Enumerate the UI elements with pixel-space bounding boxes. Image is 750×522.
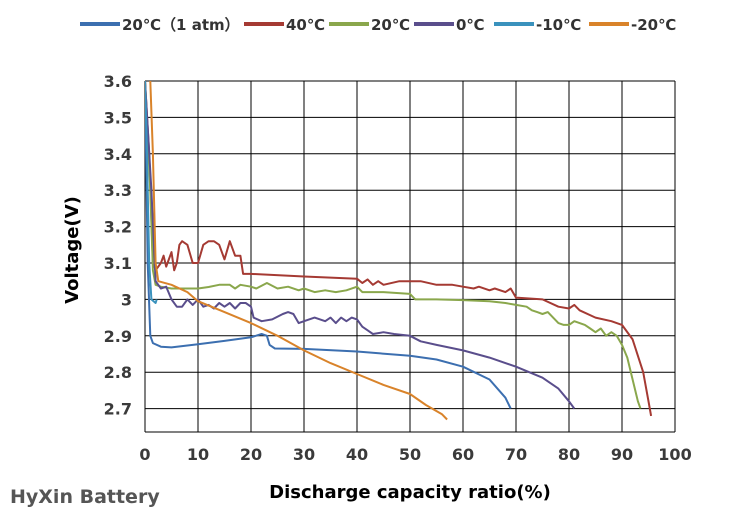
brand-watermark: HyXin Battery [10, 486, 160, 508]
x-axis-ticks: 0 10 20 30 40 50 60 70 80 90 100 [139, 445, 691, 464]
y-tick-label-8: 3.5 [104, 108, 132, 127]
y-axis-ticks: 2.7 2.8 2.9 3 3.1 3.2 3.3 3.4 3.5 3.6 [104, 72, 132, 419]
x-axis-title: Discharge capacity ratio(%) [269, 482, 551, 503]
x-tick-label-1: 10 [187, 445, 209, 464]
x-tick-label-3: 30 [293, 445, 315, 464]
series-line-1 [145, 81, 653, 417]
y-tick-label-2: 2.9 [104, 327, 132, 346]
legend-label-2: 20℃ [371, 16, 410, 34]
series-layer [145, 81, 653, 421]
grid [144, 80, 676, 433]
y-tick-label-7: 3.4 [104, 145, 132, 164]
x-tick-label-9: 90 [611, 445, 633, 464]
legend-label-3: 0℃ [456, 16, 485, 34]
legend-label-0: 20℃（1 atm） [122, 16, 240, 34]
x-tick-label-6: 60 [452, 445, 474, 464]
y-tick-label-6: 3.3 [104, 181, 132, 200]
y-tick-label-9: 3.6 [104, 72, 132, 91]
series-line-0 [145, 81, 512, 410]
y-tick-label-1: 2.8 [104, 363, 132, 382]
y-tick-label-0: 2.7 [104, 400, 132, 419]
series-line-5 [149, 81, 448, 421]
x-tick-label-5: 50 [399, 445, 421, 464]
y-tick-label-4: 3.1 [104, 254, 132, 273]
x-tick-label-8: 80 [558, 445, 580, 464]
legend: 20℃（1 atm） 40℃ 20℃ 0℃ -10℃ -20℃ [80, 16, 676, 34]
y-axis-title: Voltage(V) [62, 196, 83, 304]
x-tick-label-4: 40 [346, 445, 368, 464]
x-tick-label-7: 70 [505, 445, 527, 464]
legend-label-5: -20℃ [631, 16, 676, 34]
y-tick-label-5: 3.2 [104, 218, 132, 237]
series-line-3 [145, 81, 576, 410]
x-tick-label-0: 0 [139, 445, 150, 464]
x-tick-label-10: 100 [658, 445, 691, 464]
legend-label-1: 40℃ [286, 16, 325, 34]
legend-label-4: -10℃ [536, 16, 581, 34]
series-line-2 [145, 81, 642, 409]
y-tick-label-3: 3 [121, 290, 132, 309]
x-tick-label-2: 20 [240, 445, 262, 464]
series-line-4 [145, 81, 158, 304]
